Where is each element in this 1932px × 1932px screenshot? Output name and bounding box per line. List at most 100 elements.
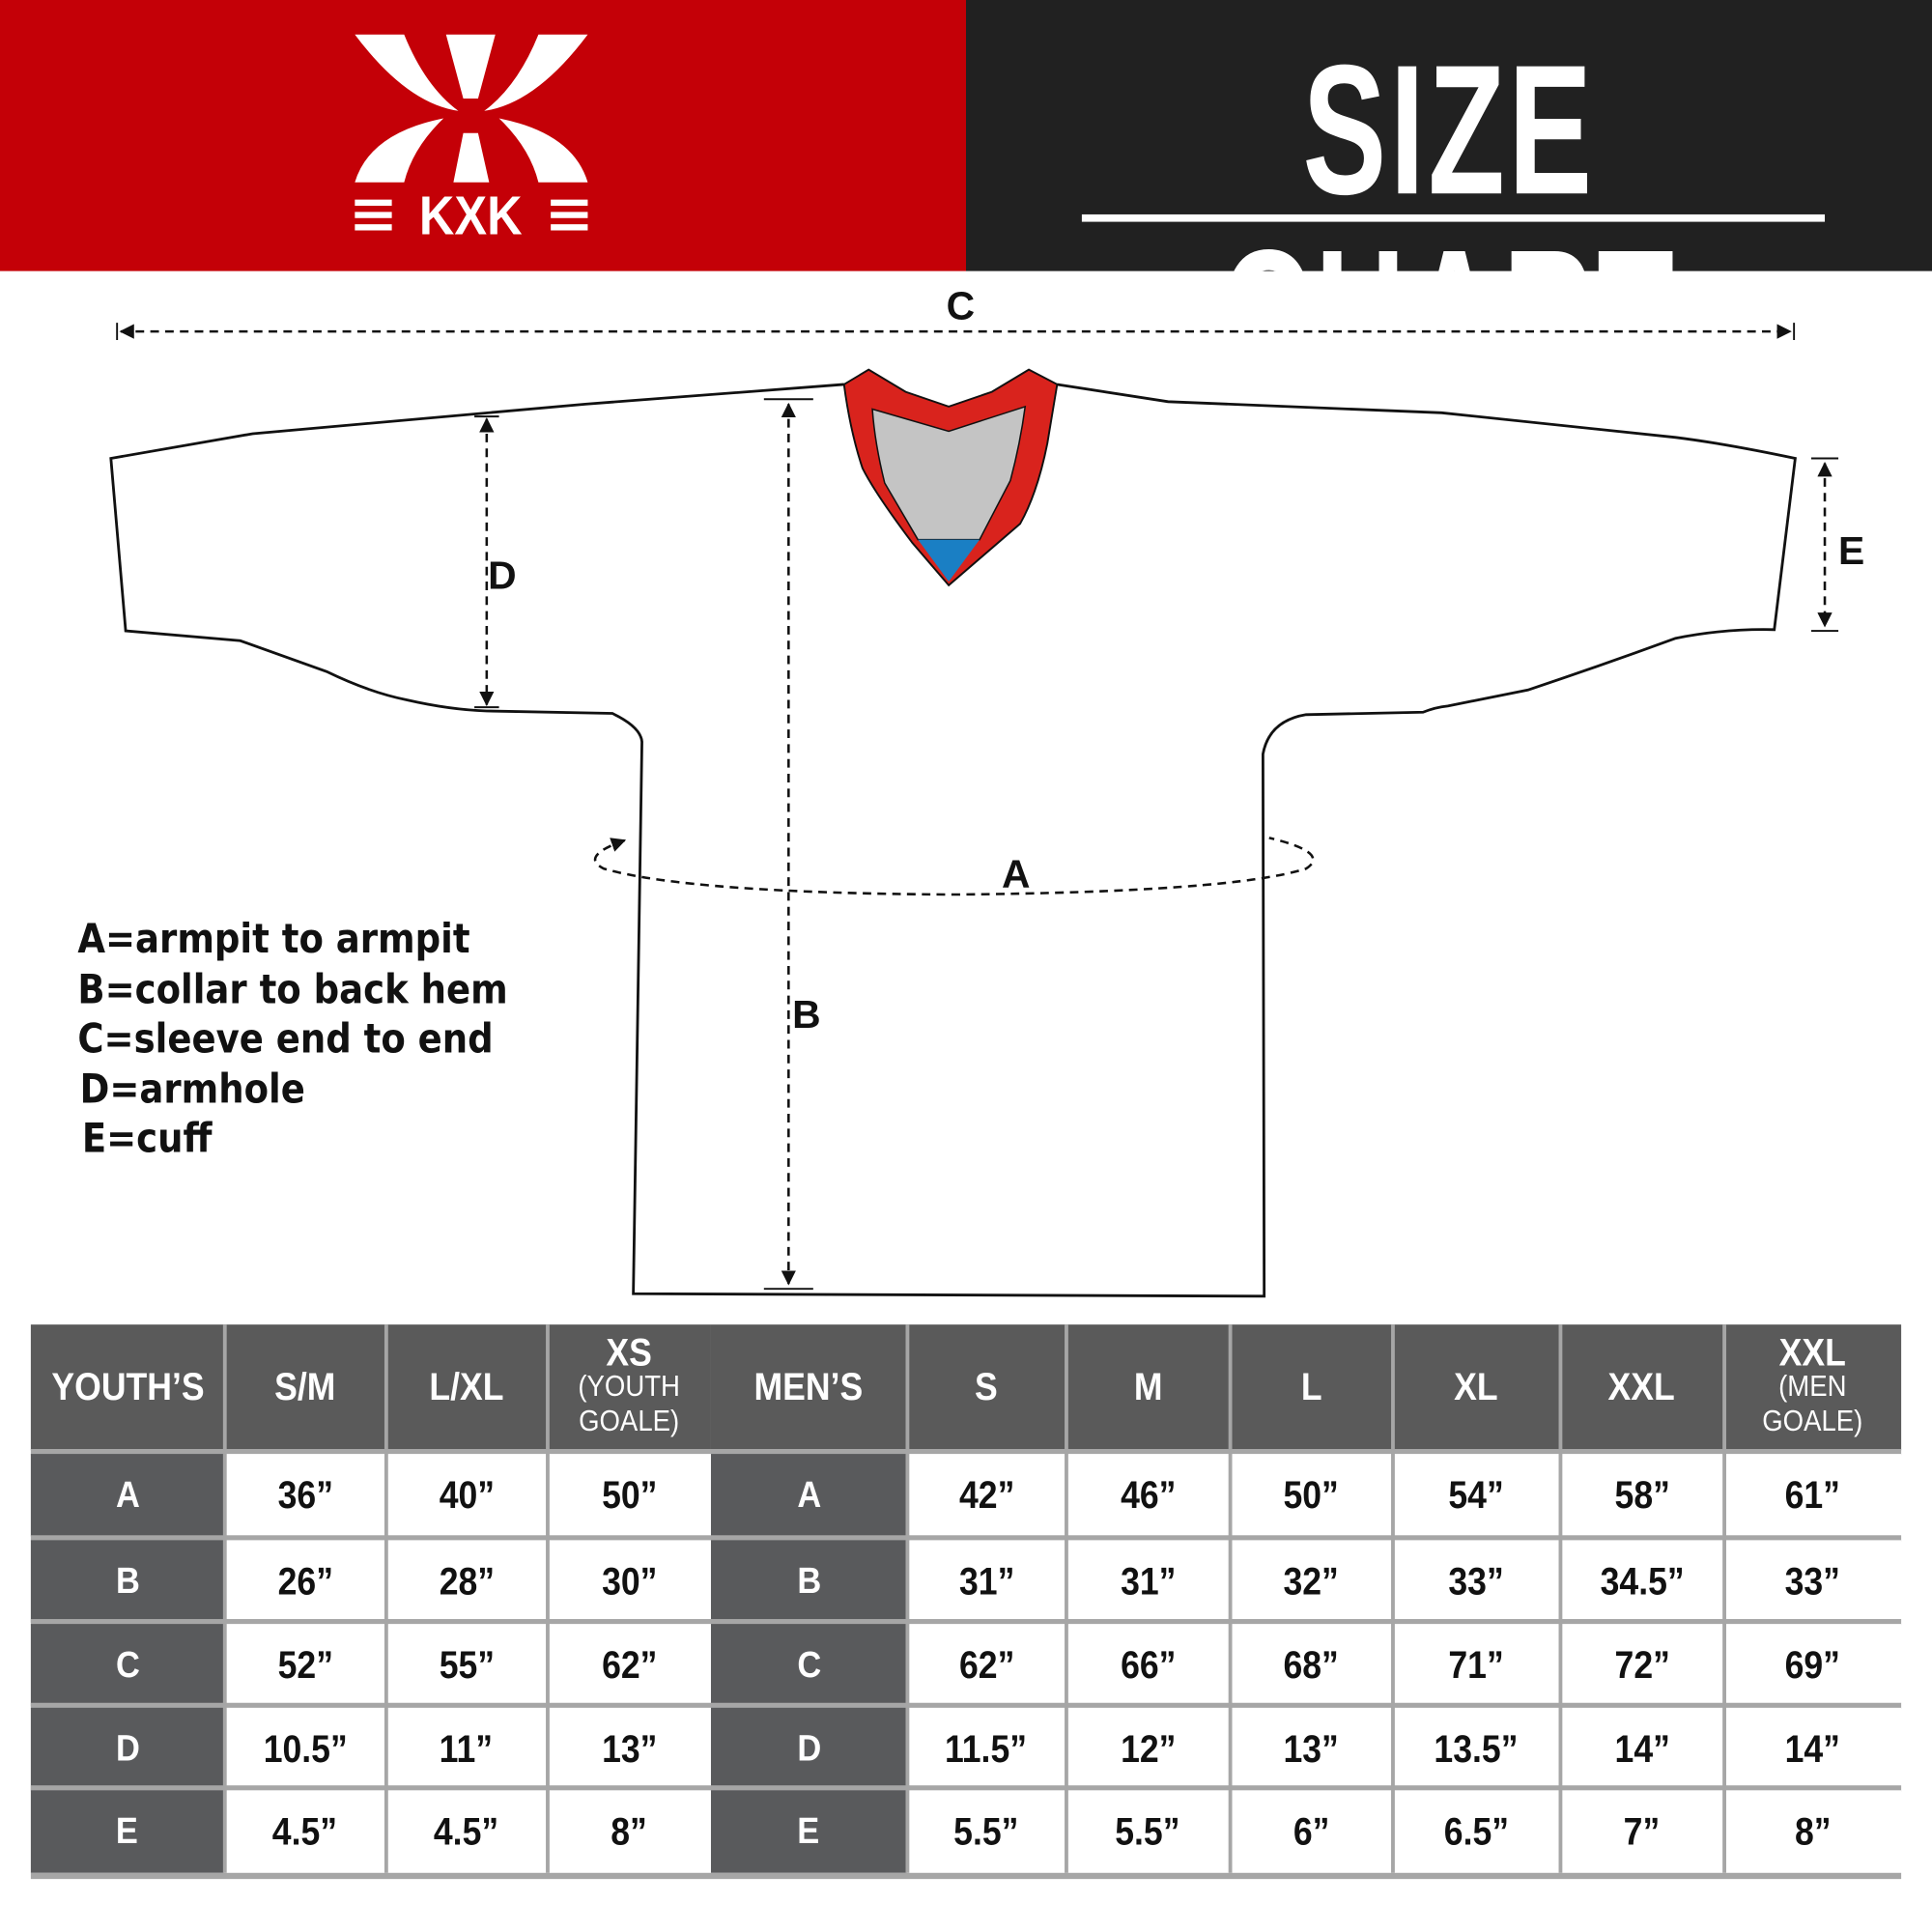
legend-item: A=armpit to armpit — [77, 914, 470, 963]
column-divider — [1228, 1324, 1233, 1873]
cell-value: 69” — [1784, 1642, 1840, 1687]
cell-value: B — [796, 1560, 821, 1602]
cell-value: 26” — [276, 1559, 333, 1603]
table-cell: 52” — [224, 1624, 386, 1707]
table-header-cell: S — [906, 1324, 1066, 1451]
row-label-cell: A — [710, 1454, 907, 1537]
column-label: S — [975, 1365, 998, 1408]
column-divider — [1722, 1324, 1726, 1873]
row-label-cell: C — [30, 1624, 225, 1707]
cell-value: 61” — [1784, 1472, 1840, 1517]
cell-value: 32” — [1283, 1559, 1339, 1603]
cell-value: 6” — [1293, 1809, 1329, 1853]
table-header-cell: L/XL — [385, 1324, 548, 1451]
title-underline — [1081, 213, 1826, 222]
legend-item: E=cuff — [81, 1114, 213, 1162]
cell-value: 13” — [1283, 1726, 1339, 1771]
table-cell: 33” — [1723, 1540, 1902, 1623]
table-cell: 50” — [547, 1454, 711, 1537]
kxk-logo: KXK — [355, 34, 588, 246]
legend-item: D=armhole — [79, 1064, 305, 1113]
table-bottom-border — [30, 1872, 1902, 1880]
cell-value: 36” — [276, 1472, 333, 1517]
column-divider — [222, 1324, 227, 1873]
table-cell: 68” — [1229, 1624, 1393, 1707]
label-e: E — [1838, 528, 1864, 573]
row-label-cell: A — [30, 1454, 225, 1537]
table-cell: 10.5” — [224, 1707, 386, 1791]
cell-value: 62” — [601, 1642, 657, 1687]
row-label-cell: E — [30, 1790, 225, 1873]
cell-value: 55” — [439, 1642, 495, 1687]
measurement-legend: A=armpit to armpit B=collar to back hem … — [77, 914, 566, 1163]
table-cell: 36” — [224, 1454, 386, 1537]
cell-value: 31” — [1120, 1559, 1176, 1603]
cell-value: 46” — [1120, 1472, 1176, 1517]
column-label: L/XL — [429, 1365, 504, 1408]
table-header-cell: M — [1065, 1324, 1230, 1451]
column-label: XS — [606, 1330, 652, 1375]
legend-item: B=collar to back hem — [77, 964, 508, 1012]
cell-value: 14” — [1784, 1726, 1840, 1771]
legend-item: C=sleeve end to end — [77, 1013, 494, 1063]
column-divider — [1558, 1324, 1563, 1873]
cell-value: 50” — [1283, 1472, 1339, 1517]
column-divider — [546, 1324, 550, 1873]
table-cell: 40” — [385, 1454, 548, 1537]
table-cell: 31” — [1065, 1540, 1230, 1623]
table-cell: 34.5” — [1559, 1540, 1724, 1623]
cell-value: A — [115, 1474, 140, 1516]
table-cell: 62” — [547, 1624, 711, 1707]
cell-value: 62” — [958, 1642, 1014, 1687]
table-cell: 54” — [1392, 1454, 1560, 1537]
cell-value: B — [115, 1560, 140, 1602]
cell-value: 71” — [1448, 1642, 1504, 1687]
table-header-cell: S/M — [224, 1324, 386, 1451]
cell-value: 13.5” — [1434, 1726, 1519, 1771]
table-cell: 46” — [1065, 1454, 1230, 1537]
cell-value: 33” — [1784, 1559, 1840, 1603]
table-header-cell: MEN’S — [710, 1324, 907, 1451]
header-brand-panel: KXK — [0, 0, 966, 271]
label-b: B — [792, 992, 820, 1037]
column-sublabel: (MEN GOALE) — [1762, 1370, 1863, 1438]
cell-value: 30” — [601, 1559, 657, 1603]
table-header-cell: L — [1229, 1324, 1393, 1451]
table-cell: 8” — [1723, 1790, 1902, 1873]
column-label: S/M — [274, 1365, 336, 1408]
cell-value: 5.5” — [1115, 1809, 1180, 1853]
label-c: C — [947, 283, 975, 327]
cell-value: 72” — [1613, 1642, 1670, 1687]
table-cell: 13.5” — [1392, 1707, 1560, 1791]
table-cell: 61” — [1723, 1454, 1902, 1537]
cell-value: 58” — [1613, 1472, 1670, 1517]
column-label: L — [1300, 1365, 1322, 1408]
row-label-cell: B — [30, 1540, 225, 1623]
row-label-cell: E — [710, 1790, 907, 1873]
label-d: D — [488, 554, 516, 598]
cell-value: E — [797, 1810, 820, 1852]
cell-value: C — [796, 1644, 821, 1686]
cell-value: 52” — [276, 1642, 333, 1687]
table-cell: 55” — [385, 1624, 548, 1707]
cell-value: 34.5” — [1600, 1559, 1685, 1603]
table-cell: 6.5” — [1392, 1790, 1560, 1873]
label-a: A — [1002, 851, 1030, 895]
cell-value: A — [796, 1474, 821, 1516]
cell-value: 11.5” — [945, 1726, 1028, 1771]
column-label: YOUTH’S — [50, 1365, 205, 1408]
cell-value: 8” — [611, 1809, 647, 1853]
table-cell: 71” — [1392, 1624, 1560, 1707]
table-cell: 32” — [1229, 1540, 1393, 1623]
cell-value: 31” — [958, 1559, 1014, 1603]
table-cell: 72” — [1559, 1624, 1724, 1707]
column-label: XXL — [1778, 1330, 1846, 1375]
table-cell: 14” — [1723, 1707, 1902, 1791]
column-divider — [905, 1324, 910, 1873]
row-divider — [30, 1448, 1902, 1456]
cell-value: 14” — [1613, 1726, 1670, 1771]
table-cell: 12” — [1065, 1707, 1230, 1791]
table-cell: 26” — [224, 1540, 386, 1623]
cell-value: 13” — [601, 1726, 657, 1771]
table-cell: 62” — [906, 1624, 1066, 1707]
